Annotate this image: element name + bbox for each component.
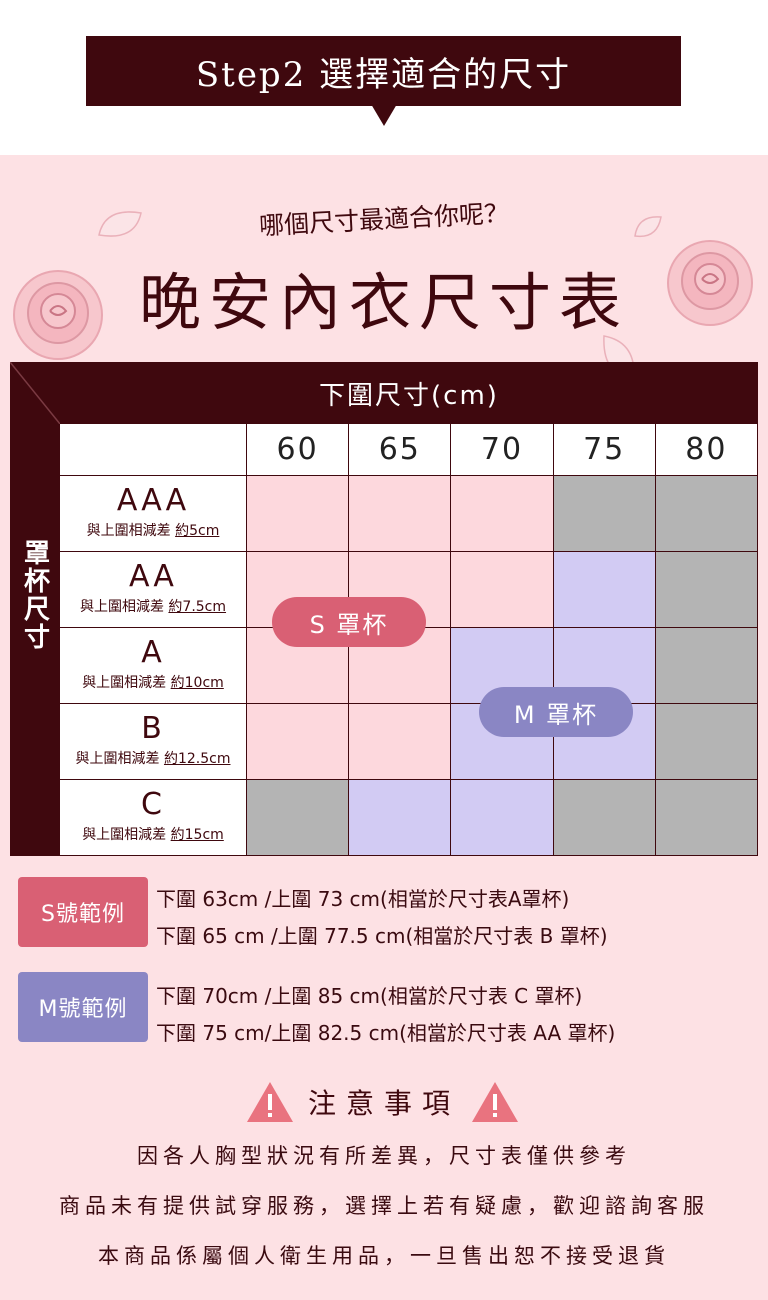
s-example-line: 下圍 65 cm /上圍 77.5 cm(相當於尺寸表 B 罩杯) <box>156 924 608 948</box>
note-prefix: 與上圍相減差 <box>82 675 171 691</box>
size-cell <box>655 628 758 704</box>
under-bust-column-header: 75 <box>553 424 656 476</box>
warning-icon <box>247 1082 293 1122</box>
size-cell <box>553 476 656 552</box>
rose-icon <box>13 270 103 360</box>
size-cell <box>451 780 554 856</box>
step-banner: Step2 選擇適合的尺寸 <box>86 36 681 106</box>
cup-row-header: B 與上圍相減差 約12.5cm <box>60 704 247 780</box>
cup-row-header: A 與上圍相減差 約10cm <box>60 628 247 704</box>
note-value: 約15cm <box>170 827 224 843</box>
s-example-badge: S號範例 <box>18 877 148 947</box>
size-cell <box>655 704 758 780</box>
cup-size-header: 罩杯尺寸 <box>19 539 50 651</box>
cup-difference-note: 與上圍相減差 約15cm <box>60 824 246 844</box>
m-example-badge: M號範例 <box>18 972 148 1042</box>
cup-letter: A <box>141 635 165 670</box>
petal-icon <box>634 216 662 238</box>
notice-line: 因各人胸型狀況有所差異，尺寸表僅供參考 <box>137 1144 631 1168</box>
cup-row-header: C 與上圍相減差 約15cm <box>60 780 247 856</box>
under-bust-column-header: 70 <box>451 424 554 476</box>
size-cell <box>349 780 452 856</box>
note-prefix: 與上圍相減差 <box>75 751 164 767</box>
note-value: 約7.5cm <box>168 599 227 615</box>
size-cell <box>655 780 758 856</box>
m-cup-label: M 罩杯 <box>479 687 633 737</box>
size-cell <box>655 476 758 552</box>
under-bust-column-header: 65 <box>349 424 452 476</box>
cup-size-column <box>10 424 60 856</box>
size-cell <box>247 476 350 552</box>
note-prefix: 與上圍相減差 <box>82 827 171 843</box>
cup-letter: AAA <box>116 483 190 518</box>
s-example-line: 下圍 63cm /上圍 73 cm(相當於尺寸表A罩杯) <box>156 887 570 911</box>
size-cell <box>451 552 554 628</box>
s-cup-label: S 罩杯 <box>272 597 426 647</box>
cup-difference-note: 與上圍相減差 約12.5cm <box>60 748 246 768</box>
m-example-line: 下圍 70cm /上圍 85 cm(相當於尺寸表 C 罩杯) <box>156 984 583 1008</box>
under-bust-column-header: 60 <box>247 424 350 476</box>
cup-letter: AA <box>129 559 177 594</box>
cup-difference-note: 與上圍相減差 約10cm <box>60 672 246 692</box>
table-header-bar <box>10 362 758 424</box>
note-value: 約5cm <box>175 523 220 539</box>
size-cell <box>553 780 656 856</box>
note-value: 約12.5cm <box>163 751 231 767</box>
notice-line: 本商品係屬個人衛生用品，一旦售出恕不接受退貨 <box>98 1244 670 1268</box>
petal-icon <box>98 211 142 237</box>
grid-corner-cell <box>60 424 247 476</box>
size-cell <box>247 780 350 856</box>
notice-line: 商品未有提供試穿服務，選擇上若有疑慮，歡迎諮詢客服 <box>59 1194 709 1218</box>
cup-difference-note: 與上圍相減差 約5cm <box>60 520 246 540</box>
cup-row-header: AAA 與上圍相減差 約5cm <box>60 476 247 552</box>
cup-difference-note: 與上圍相減差 約7.5cm <box>60 596 246 616</box>
under-bust-header: 下圍尺寸(cm) <box>319 380 499 411</box>
size-cell <box>349 476 452 552</box>
size-cell <box>451 476 554 552</box>
warning-icon <box>472 1082 518 1122</box>
page-title: 晚安內衣尺寸表 <box>138 266 629 339</box>
m-example-line: 下圍 75 cm/上圍 82.5 cm(相當於尺寸表 AA 罩杯) <box>156 1021 616 1045</box>
banner-arrow <box>371 104 397 126</box>
size-cell <box>349 704 452 780</box>
size-cell <box>553 552 656 628</box>
cup-row-header: AA 與上圍相減差 約7.5cm <box>60 552 247 628</box>
note-value: 約10cm <box>170 675 224 691</box>
note-prefix: 與上圍相減差 <box>86 523 176 539</box>
under-bust-column-header: 80 <box>655 424 758 476</box>
note-prefix: 與上圍相減差 <box>79 599 169 615</box>
size-cell <box>655 552 758 628</box>
cup-letter: C <box>141 787 165 822</box>
cup-letter: B <box>141 711 165 746</box>
rose-icon <box>667 240 753 326</box>
notice-title: 注意事項 <box>307 1087 460 1120</box>
size-cell <box>247 704 350 780</box>
corner-divider <box>10 362 60 424</box>
